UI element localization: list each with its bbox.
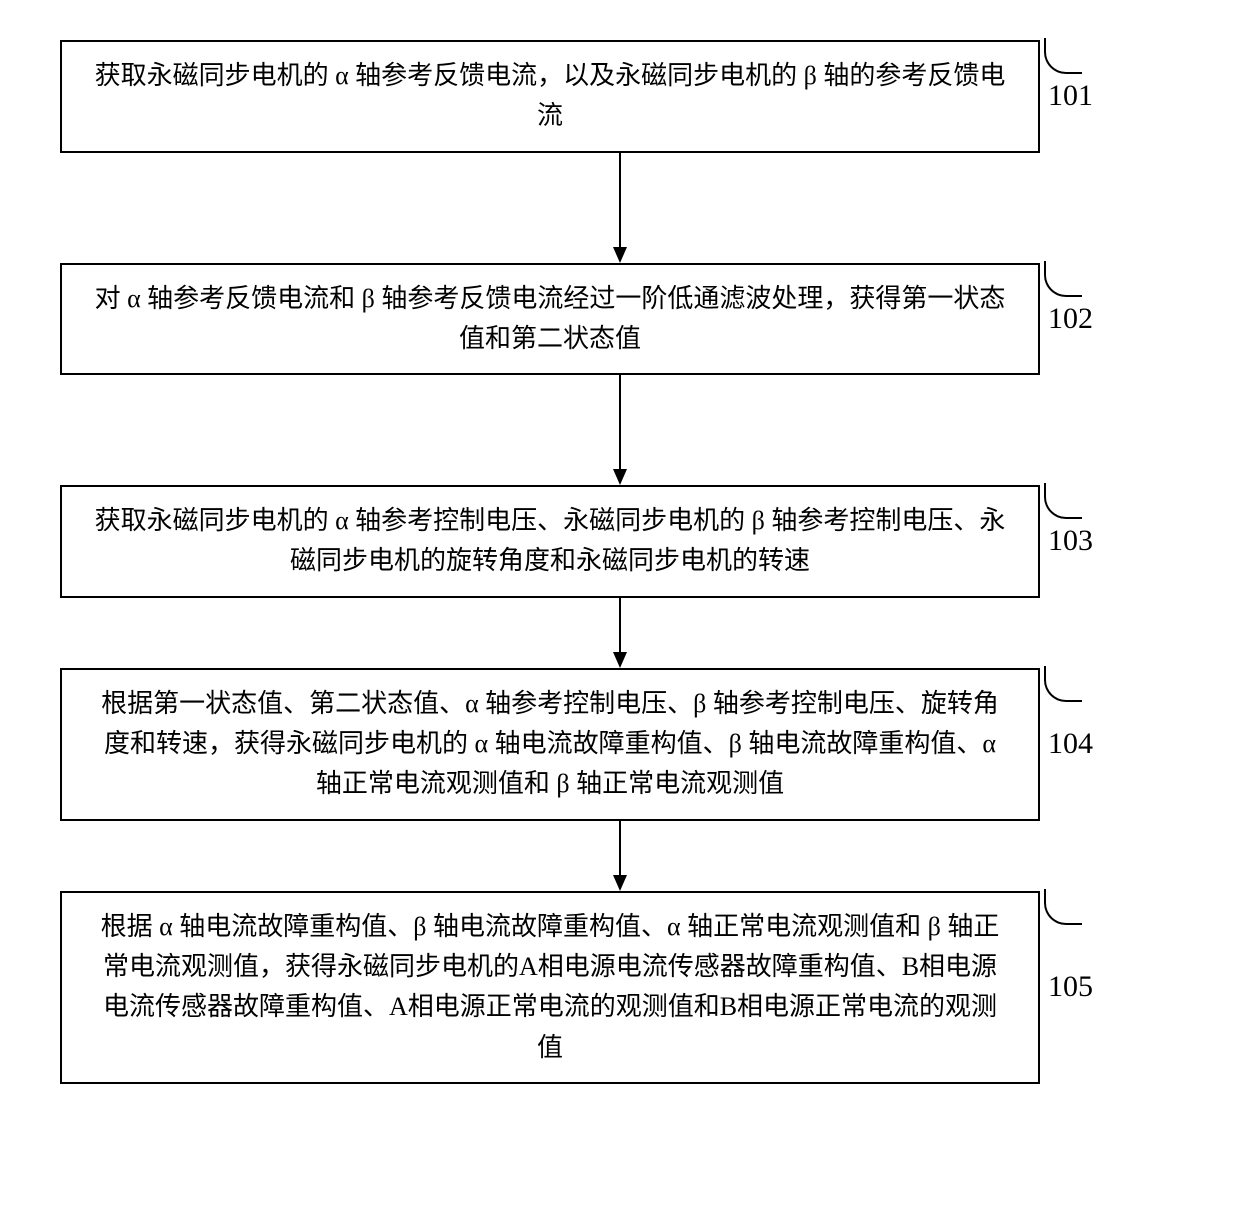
arrow-svg [605, 598, 635, 668]
step-label-101: 101 [1048, 79, 1093, 113]
step-box-102: 对 α 轴参考反馈电流和 β 轴参考反馈电流经过一阶低通滤波处理，获得第一状态值… [60, 263, 1040, 376]
step-row: 根据 α 轴电流故障重构值、β 轴电流故障重构值、α 轴正常电流观测值和 β 轴… [60, 891, 1180, 1084]
step-row: 获取永磁同步电机的 α 轴参考反馈电流，以及永磁同步电机的 β 轴的参考反馈电流… [60, 40, 1180, 153]
step-row: 根据第一状态值、第二状态值、α 轴参考控制电压、β 轴参考控制电压、旋转角度和转… [60, 668, 1180, 821]
label-connector [1044, 666, 1082, 702]
label-connector [1044, 889, 1082, 925]
step-row: 获取永磁同步电机的 α 轴参考控制电压、永磁同步电机的 β 轴参考控制电压、永磁… [60, 485, 1180, 598]
step-row: 对 α 轴参考反馈电流和 β 轴参考反馈电流经过一阶低通滤波处理，获得第一状态值… [60, 263, 1180, 376]
step-label-102: 102 [1048, 302, 1093, 336]
step-box-101: 获取永磁同步电机的 α 轴参考反馈电流，以及永磁同步电机的 β 轴的参考反馈电流 [60, 40, 1040, 153]
step-box-103: 获取永磁同步电机的 α 轴参考控制电压、永磁同步电机的 β 轴参考控制电压、永磁… [60, 485, 1040, 598]
flowchart-container: 获取永磁同步电机的 α 轴参考反馈电流，以及永磁同步电机的 β 轴的参考反馈电流… [60, 40, 1180, 1084]
arrow-svg [605, 153, 635, 263]
step-box-105: 根据 α 轴电流故障重构值、β 轴电流故障重构值、α 轴正常电流观测值和 β 轴… [60, 891, 1040, 1084]
arrow-svg [605, 375, 635, 485]
label-connector [1044, 38, 1082, 74]
label-connector [1044, 483, 1082, 519]
step-label-104: 104 [1048, 727, 1093, 761]
arrow-svg [605, 821, 635, 891]
step-label-105: 105 [1048, 970, 1093, 1004]
label-connector [1044, 261, 1082, 297]
step-box-104: 根据第一状态值、第二状态值、α 轴参考控制电压、β 轴参考控制电压、旋转角度和转… [60, 668, 1040, 821]
arrow-3 [130, 598, 1110, 668]
arrow-2 [130, 375, 1110, 485]
arrow-1 [130, 153, 1110, 263]
step-label-103: 103 [1048, 524, 1093, 558]
arrow-4 [130, 821, 1110, 891]
